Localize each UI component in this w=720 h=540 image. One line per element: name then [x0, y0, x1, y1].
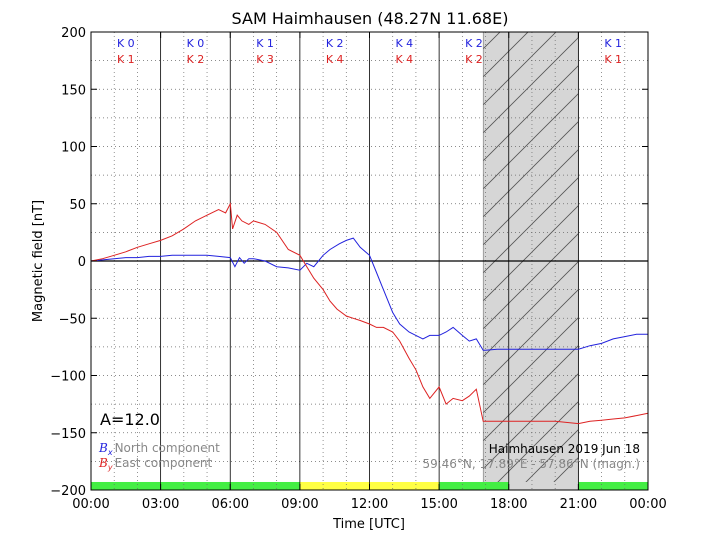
- x-tick-label: 12:00: [351, 497, 388, 512]
- y-tick-label: 150: [61, 83, 86, 98]
- k-index-bx-7: K 1: [604, 37, 622, 50]
- axes-layer: 00:00 03:00 06:00 09:00 12:00 15:00 18:00 21:00…: [50, 26, 666, 512]
- activity-bar-segment-3: [508, 481, 579, 490]
- x-tick-label: 00:00: [72, 497, 109, 512]
- x-tick-label: 09:00: [281, 497, 318, 512]
- k-index-bx-1: K 0: [187, 37, 205, 50]
- k-index-by-3: K 4: [326, 53, 344, 66]
- grid-layer: [91, 32, 648, 490]
- y-tick-label: −150: [50, 427, 86, 442]
- k-index-layer: K 0 K 1 K 0 K 2 K 1 K 3 K 2 K 4 K 4 K 4 K 2 K 2 K 1 K…: [117, 37, 622, 66]
- series-line-bx: [90, 237, 648, 351]
- legend-subscript: y: [107, 463, 113, 472]
- y-tick-label: 200: [61, 26, 86, 41]
- plot-background-layer: [91, 31, 648, 490]
- y-axis-label: Magnetic field [nT]: [31, 200, 46, 322]
- legend-entry-1: By East component: [98, 456, 212, 472]
- x-tick-label: 06:00: [212, 497, 249, 512]
- a-index-label: A=12.0: [100, 410, 160, 429]
- y-tick-label: 100: [61, 141, 86, 156]
- coordinate-note: 59.46°N, 17.89°E - 57.86°N (magn.): [423, 457, 640, 471]
- k-index-bx-5: K 2: [465, 37, 483, 50]
- k-index-bx-3: K 2: [326, 37, 344, 50]
- k-index-by-0: K 1: [117, 53, 135, 66]
- legend-entry-0: Bx North component: [98, 441, 220, 457]
- x-tick-label: 15:00: [420, 497, 457, 512]
- x-tick-label: 03:00: [142, 497, 179, 512]
- y-tick-label: −200: [50, 484, 86, 499]
- y-tick-label: −100: [50, 370, 86, 385]
- activity-bar-segment-0: [91, 481, 300, 490]
- activity-bar-segment-4: [578, 481, 648, 490]
- k-index-by-2: K 3: [256, 53, 274, 66]
- x-tick-label: 18:00: [490, 497, 527, 512]
- k-index-by-4: K 4: [395, 53, 413, 66]
- station-note: Haimhausen 2019 Jun 18: [489, 442, 640, 456]
- y-tick-label: 50: [69, 198, 86, 213]
- series-line-by: [90, 202, 649, 425]
- x-tick-label: 21:00: [560, 497, 597, 512]
- series-layer: [90, 202, 649, 425]
- chart-title: SAM Haimhausen (48.27N 11.68E): [232, 9, 509, 28]
- legend-text: North component: [115, 441, 221, 455]
- legend-text: East component: [115, 456, 213, 470]
- activity-bar-segment-2: [439, 481, 509, 490]
- k-index-by-7: K 1: [604, 53, 622, 66]
- legend-symbol: B: [98, 456, 108, 470]
- x-axis-label: Time [UTC]: [332, 517, 405, 532]
- legend-subscript: x: [107, 448, 113, 457]
- y-tick-label: −50: [59, 312, 86, 327]
- legend-symbol: B: [98, 441, 108, 455]
- x-tick-label: 00:00: [629, 497, 666, 512]
- k-index-bx-4: K 4: [395, 37, 413, 50]
- no-data-region: [482, 31, 579, 484]
- y-tick-label: 0: [78, 255, 86, 270]
- k-index-by-1: K 2: [187, 53, 205, 66]
- k-index-bx-0: K 0: [117, 37, 135, 50]
- k-index-bx-2: K 1: [256, 37, 274, 50]
- k-index-by-5: K 2: [465, 53, 483, 66]
